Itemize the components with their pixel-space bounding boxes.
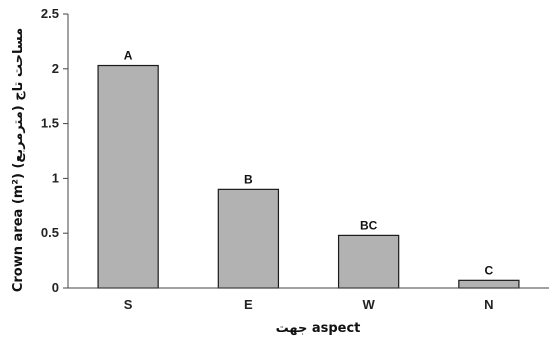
bar [97,64,159,289]
bar [337,234,400,289]
x-tick-label: N [484,297,493,312]
bar [458,279,520,289]
x-axis-title: جهت aspect [276,321,361,336]
x-tick-label: E [244,297,253,312]
x-tick-label: S [124,297,133,312]
y-tick-label: 1.5 [41,116,59,131]
y-axis-title: Crown area (m²) مساحت تاج (مترمربع) [11,28,26,292]
bar [217,188,280,289]
y-tick-label: 2.5 [41,6,59,21]
data-label: C [485,263,494,277]
y-tick-label: 2 [52,61,59,76]
y-tick-label: 0.5 [41,225,59,240]
plot-area: 0 0.5 1 1.5 2 2.5 A S B E BC W C N [41,6,549,312]
y-tick-label: 0 [52,280,59,295]
x-tick-label: W [362,297,375,312]
y-axis-title-group: Crown area (m²) مساحت تاج (مترمربع) [11,28,26,292]
data-label: A [124,49,133,63]
data-label: BC [360,218,378,232]
data-label: B [244,172,253,186]
y-tick-label: 1 [52,170,59,185]
